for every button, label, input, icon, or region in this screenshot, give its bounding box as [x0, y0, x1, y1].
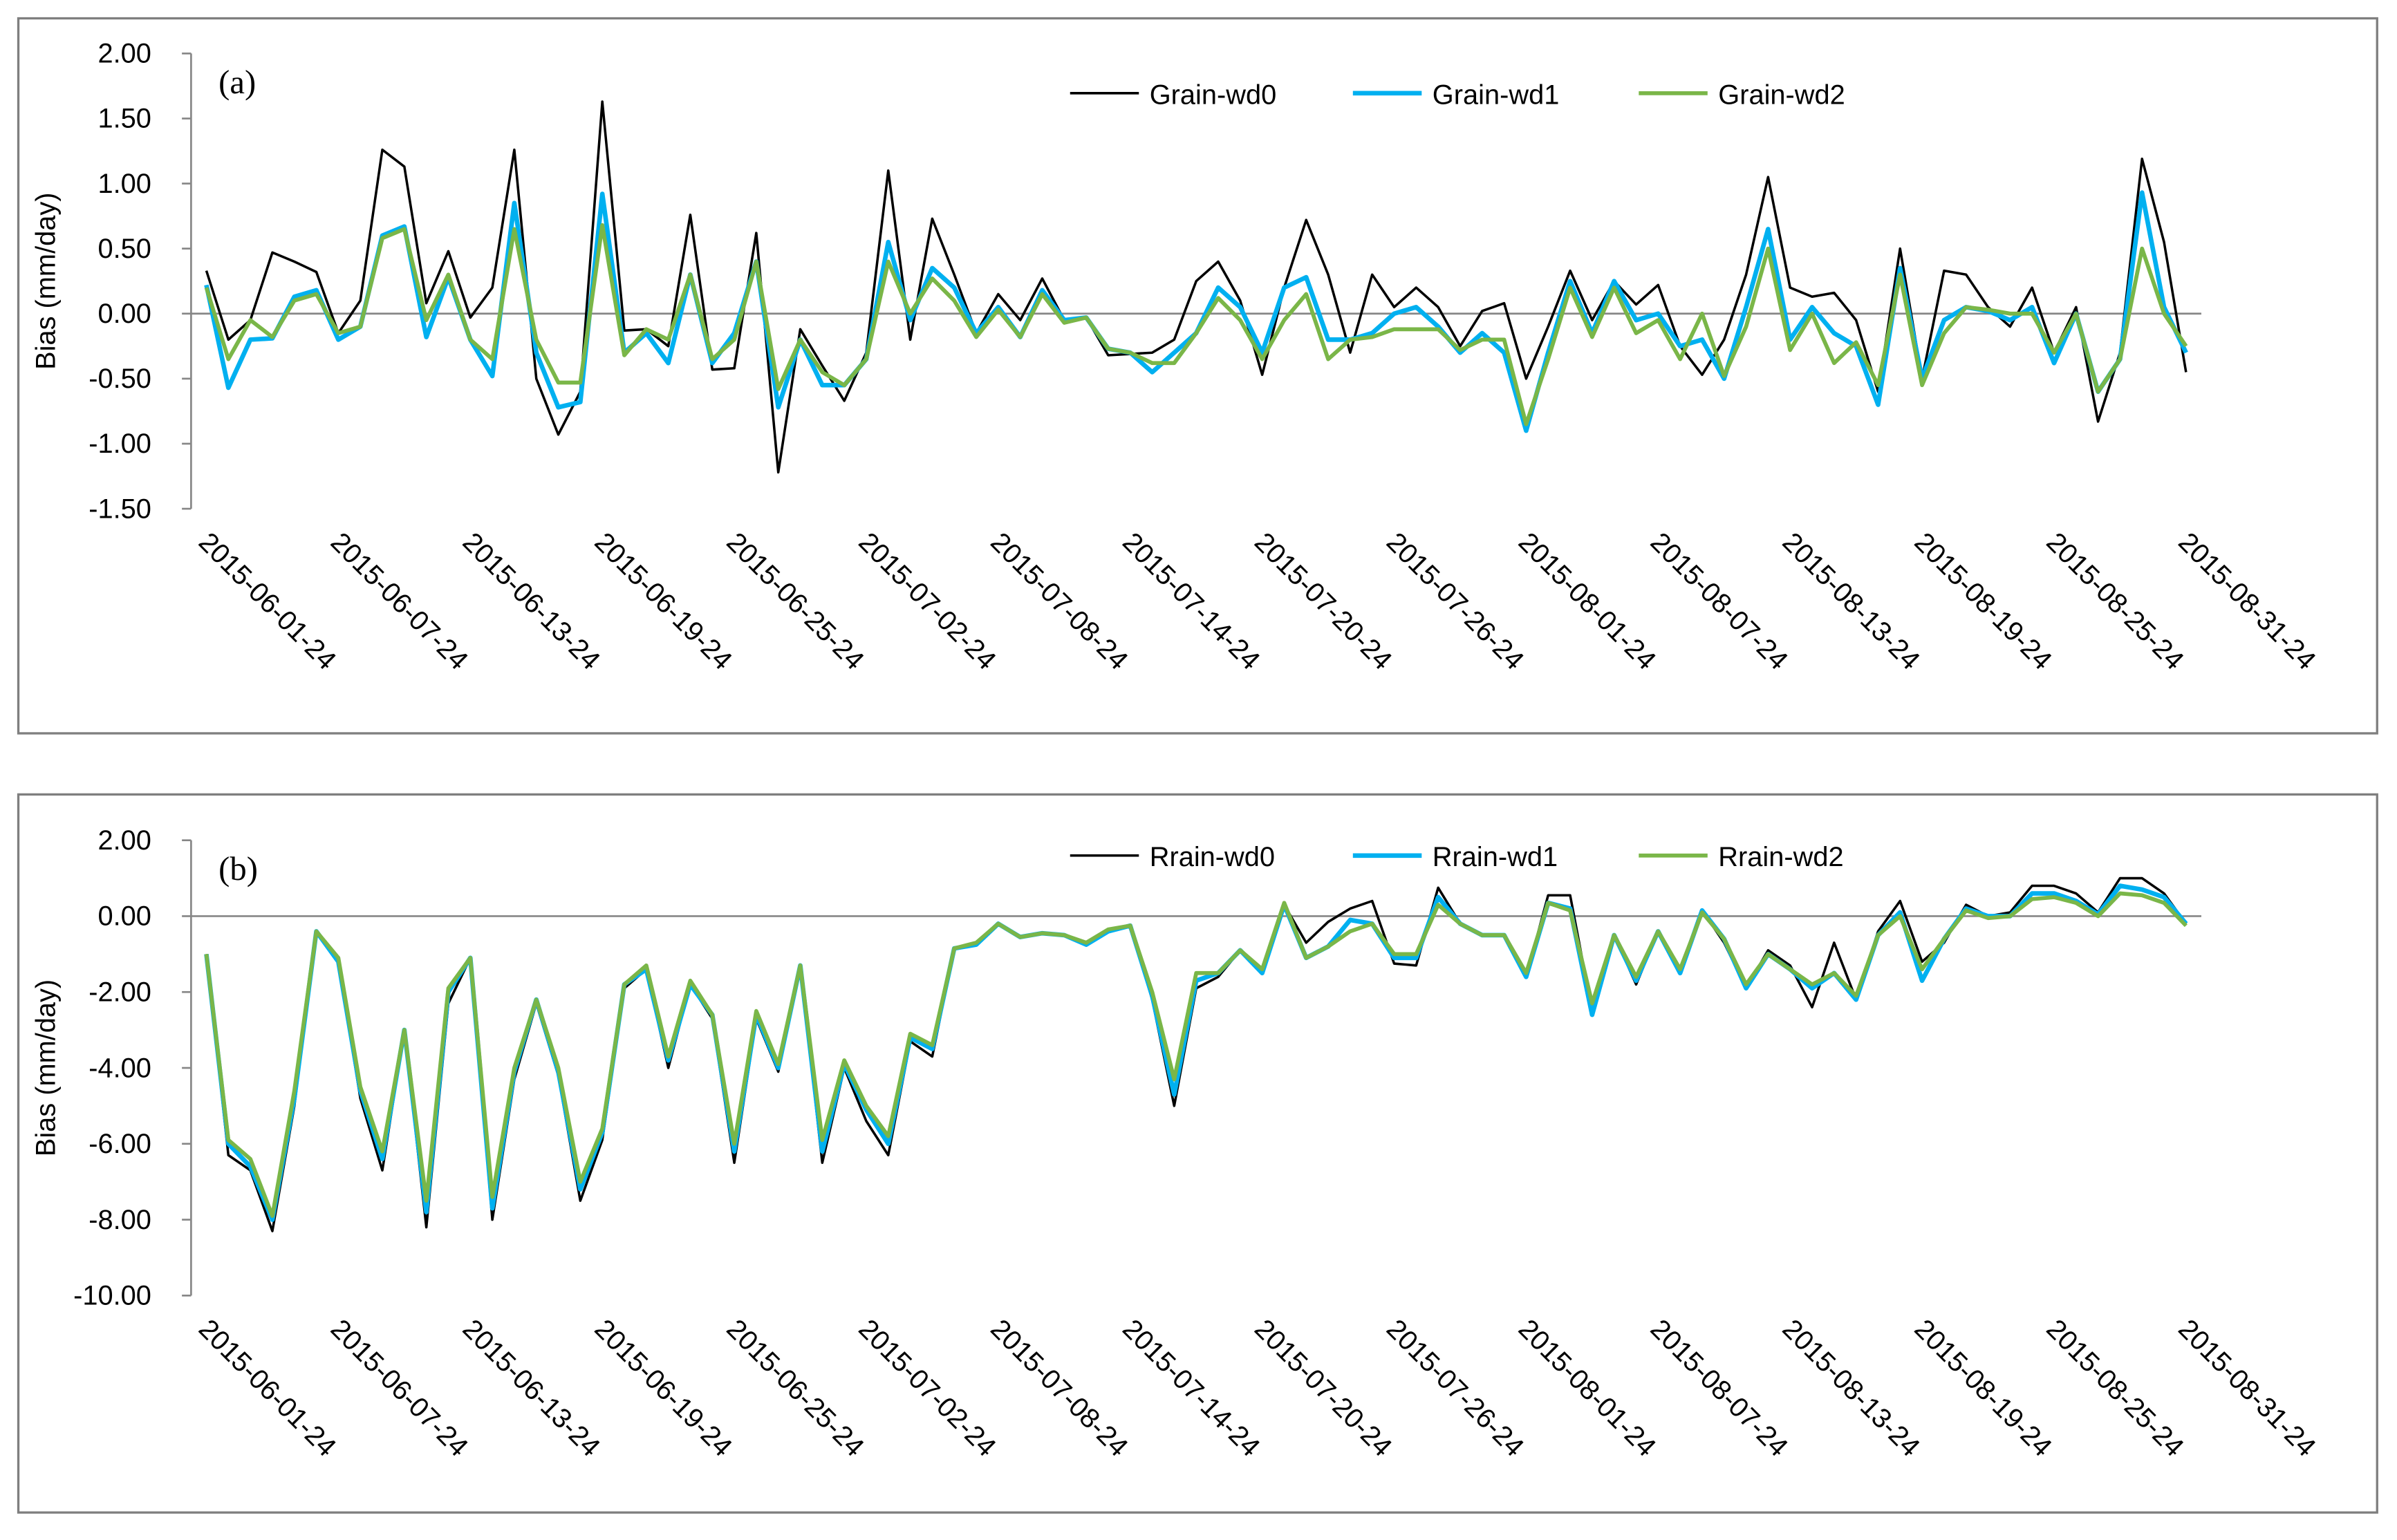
y-tick-label: 0.00: [97, 901, 151, 932]
data-line: [205, 100, 2188, 474]
panel-frame: [17, 793, 2378, 1514]
y-tick-label: -6.00: [88, 1129, 151, 1159]
legend-label: Grain-wd2: [1718, 79, 1845, 110]
y-tick-label: 0.00: [97, 299, 151, 329]
y-tick-label: -1.50: [88, 494, 151, 524]
legend-label: Grain-wd1: [1433, 79, 1560, 110]
y-tick-label: -0.50: [88, 364, 151, 394]
y-tick-label: -8.00: [88, 1205, 151, 1235]
data-line: [204, 891, 2188, 1218]
panel-frame: [17, 17, 2378, 735]
legend-label: Rrain-wd0: [1150, 842, 1275, 872]
y-tick-label: -10.00: [73, 1281, 151, 1311]
y-tick-label: -4.00: [88, 1053, 151, 1083]
y-tick-label: -2.00: [88, 977, 151, 1008]
legend-label: Rrain-wd1: [1433, 842, 1558, 872]
legend-label: Grain-wd0: [1150, 79, 1277, 110]
y-tick-label: -1.00: [88, 429, 151, 459]
y-tick-label: 1.50: [97, 104, 151, 134]
y-tick-label: 2.00: [97, 39, 151, 69]
y-tick-label: 2.00: [97, 825, 151, 856]
data-line: [204, 223, 2188, 426]
y-tick-label: 1.00: [97, 169, 151, 199]
panel-label: (b): [218, 850, 258, 888]
y-axis-title: Bias (mm/day): [31, 193, 62, 370]
panel-label: (a): [218, 64, 256, 101]
legend-label: Rrain-wd2: [1718, 842, 1843, 872]
y-tick-label: 0.50: [97, 234, 151, 264]
y-axis-title: Bias (mm/day): [31, 979, 62, 1156]
